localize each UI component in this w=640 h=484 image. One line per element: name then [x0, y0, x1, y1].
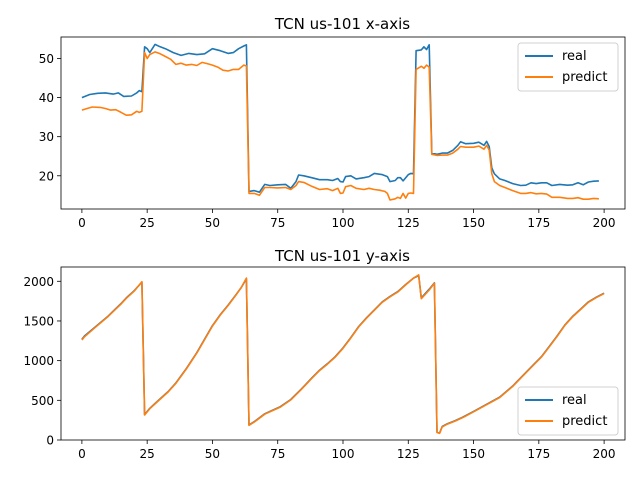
x-tick-label: 100 — [332, 216, 355, 230]
legend-label-predict-top: predict — [562, 70, 607, 85]
x-tick-label: 150 — [462, 216, 485, 230]
legend-label-predict-bottom: predict — [562, 414, 607, 429]
y-tick-label: 2000 — [23, 275, 54, 289]
x-tick-label: 25 — [140, 216, 155, 230]
x-tick-label: 175 — [527, 447, 550, 461]
x-tick-label: 25 — [140, 447, 155, 461]
legend-bottom: real predict — [517, 386, 619, 436]
subplot-x-axis: TCN us-101 x-axis 0 25 50 75 100 125 150 175 200… — [39, 15, 626, 230]
x-tick-label: 100 — [332, 447, 355, 461]
x-tick-label: 75 — [270, 216, 285, 230]
x-tick-label: 200 — [593, 216, 616, 230]
x-tick-label: 0 — [78, 447, 86, 461]
series-line-real-top — [81, 43, 599, 193]
y-ticks-top: 20 30 40 50 — [39, 52, 61, 183]
y-tick-label: 40 — [39, 91, 54, 105]
chart-title-bottom: TCN us-101 y-axis — [274, 247, 410, 265]
x-tick-label: 200 — [593, 447, 616, 461]
x-tick-label: 125 — [397, 447, 420, 461]
x-tick-label: 50 — [205, 447, 220, 461]
y-tick-label: 1500 — [23, 314, 54, 328]
plot-frame-bottom — [60, 266, 626, 441]
series-lines-bottom — [81, 274, 605, 435]
x-ticks-top: 0 25 50 75 100 125 150 175 200 — [78, 209, 616, 230]
series-line-predict-bottom — [81, 274, 605, 435]
x-tick-label: 75 — [270, 447, 285, 461]
chart-title-top: TCN us-101 x-axis — [274, 15, 410, 33]
y-tick-label: 1000 — [23, 354, 54, 368]
series-lines-top — [81, 43, 599, 201]
x-ticks-bottom: 0 25 50 75 100 125 150 175 200 — [78, 440, 616, 461]
subplot-y-axis: TCN us-101 y-axis 0 25 50 75 100 125 150 175 200… — [23, 247, 626, 461]
legend-label-real-bottom: real — [562, 393, 587, 408]
y-tick-label: 50 — [39, 52, 54, 66]
y-tick-label: 500 — [31, 394, 54, 408]
x-tick-label: 150 — [462, 447, 485, 461]
series-line-predict-top — [81, 51, 599, 201]
x-tick-label: 50 — [205, 216, 220, 230]
y-tick-label: 20 — [39, 169, 54, 183]
plot-frame-top — [60, 36, 626, 210]
y-tick-label: 30 — [39, 130, 54, 144]
y-ticks-bottom: 0 500 1000 1500 2000 — [23, 275, 61, 448]
legend-label-real-top: real — [562, 49, 587, 64]
x-tick-label: 0 — [78, 216, 86, 230]
y-tick-label: 0 — [46, 434, 54, 448]
x-tick-label: 175 — [527, 216, 550, 230]
x-tick-label: 125 — [397, 216, 420, 230]
legend-top: real predict — [517, 42, 619, 92]
